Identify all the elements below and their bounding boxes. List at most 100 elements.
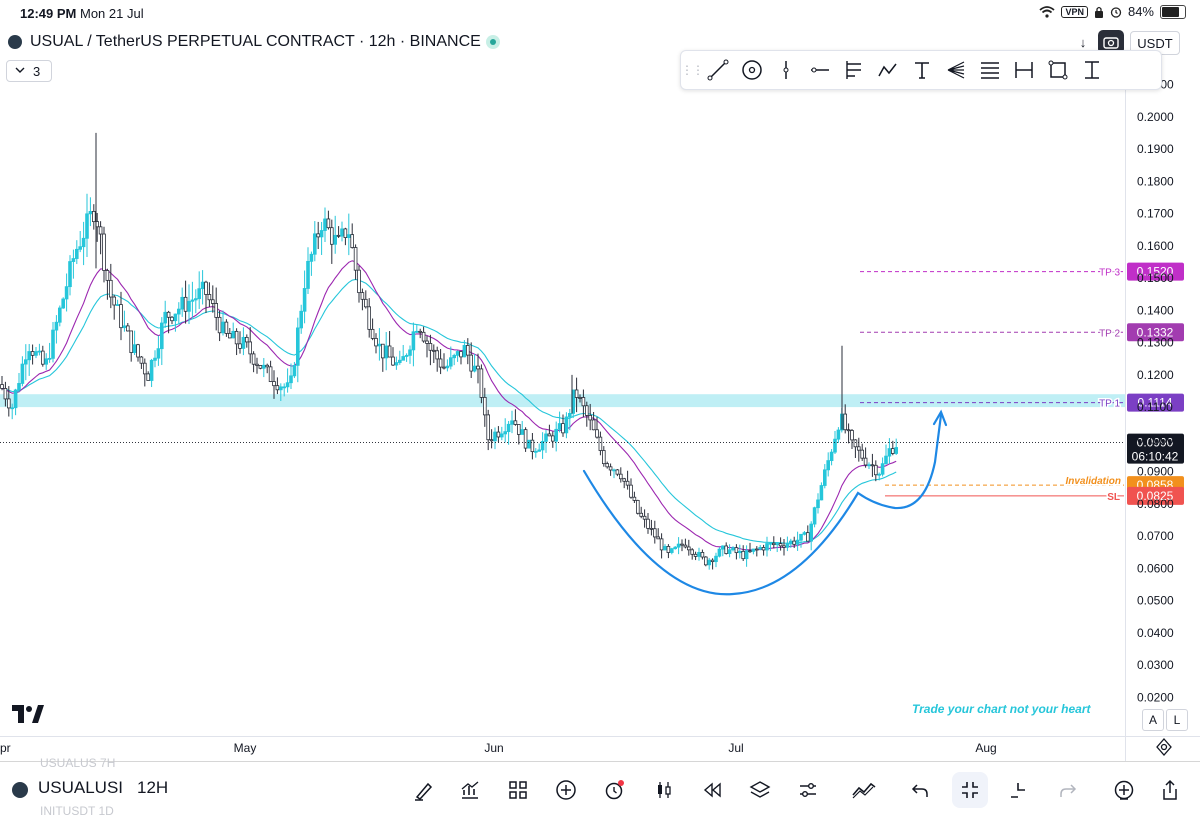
symbol-title[interactable]: USUAL / TetherUS PERPETUAL CONTRACT · 12… (30, 33, 481, 50)
candle-body (829, 451, 834, 461)
camera-icon (1103, 37, 1119, 49)
candle-body (204, 281, 208, 295)
pitchfork-icon[interactable] (837, 53, 871, 87)
candle-body (170, 316, 174, 322)
level-price-tag (1127, 262, 1184, 281)
candle-body (3, 388, 8, 400)
status-bar: 12:49 PM Mon 21 Jul VPN 84% (0, 0, 1200, 26)
candle-body (129, 330, 134, 353)
candle-body (411, 331, 416, 351)
chart-note: Trade your chart not your heart (912, 702, 1091, 716)
candle-body (329, 227, 334, 245)
candle-body (557, 423, 562, 430)
candle-body (775, 543, 779, 546)
price-tick-label: 0.1500 (1137, 271, 1174, 285)
candle-body (146, 373, 151, 381)
indicators-icon[interactable] (456, 776, 484, 804)
rectangle-icon[interactable] (1041, 53, 1075, 87)
text-icon[interactable] (905, 53, 939, 87)
candle-body (503, 431, 507, 435)
down-arrow-button[interactable]: ↓ (1072, 30, 1094, 54)
candle-body (353, 247, 358, 271)
candle-body (227, 333, 232, 339)
candle-body (673, 546, 677, 550)
undo-icon[interactable] (906, 776, 934, 804)
candle-body (153, 357, 157, 361)
candle-body (34, 351, 38, 356)
drag-handle-icon[interactable]: ⋮⋮ (681, 63, 704, 77)
candle-body (319, 230, 324, 238)
candle-body (731, 547, 735, 551)
candle-body (676, 543, 681, 548)
candle-body (486, 414, 490, 441)
candle-body (455, 351, 460, 356)
compare-add-icon[interactable] (552, 776, 580, 804)
candle-body (887, 448, 892, 457)
brush-icon[interactable] (410, 776, 438, 804)
cup-curve-drawing[interactable] (582, 413, 943, 596)
fib-fan-icon[interactable] (939, 53, 973, 87)
market-open-indicator (486, 35, 500, 49)
candle-body (517, 424, 521, 435)
candle-body (520, 429, 524, 435)
candle-body (261, 364, 266, 369)
price-tick-label: 0.1300 (1137, 336, 1174, 350)
candle-body (88, 211, 93, 215)
watchlist-add-icon[interactable] (1110, 776, 1138, 804)
candle-body (765, 543, 769, 551)
price-range-icon[interactable] (1075, 53, 1109, 87)
candle-body (44, 358, 48, 365)
date-range-icon[interactable] (1007, 53, 1041, 87)
settings-icon[interactable] (1155, 738, 1173, 761)
layout-count-button[interactable]: 3 (6, 60, 52, 82)
alert-icon[interactable] (600, 776, 628, 804)
redo-icon[interactable] (1054, 776, 1082, 804)
candle-body (27, 351, 31, 361)
candle-body (78, 246, 83, 250)
horizontal-ray-icon[interactable] (803, 53, 837, 87)
path-icon[interactable] (871, 53, 905, 87)
symbol-search-icon[interactable] (10, 780, 30, 800)
auto-scale-button[interactable]: A (1142, 709, 1164, 731)
fullscreen-exit-icon[interactable] (952, 772, 988, 808)
candle-body (459, 351, 463, 358)
candle-body (778, 543, 783, 547)
candle-body (646, 518, 650, 529)
candle-body (619, 473, 623, 480)
vertical-line-icon[interactable] (769, 53, 803, 87)
candle-body (367, 306, 371, 330)
fib-levels-icon[interactable] (973, 53, 1007, 87)
candle-body (425, 340, 429, 344)
candle-body (547, 433, 552, 437)
candle-body (258, 365, 263, 369)
layers-icon[interactable] (746, 776, 774, 804)
candle-body (816, 499, 820, 509)
countdown-value: 06:10:42 (1132, 450, 1179, 464)
replay-icon[interactable] (698, 776, 726, 804)
status-date: Mon 21 Jul (80, 6, 144, 21)
settings-sliders-icon[interactable] (794, 776, 822, 804)
trend-line-icon[interactable] (701, 53, 735, 87)
bottom-symbol[interactable]: USUALUSI (38, 778, 124, 797)
price-tick-label: 0.0200 (1137, 690, 1174, 704)
ema-fast-line (1, 260, 897, 551)
candle-body (513, 420, 518, 425)
level-label: SL (1107, 492, 1120, 503)
templates-icon[interactable] (504, 776, 532, 804)
candle-body (333, 234, 337, 245)
crosshair-icon[interactable] (1004, 776, 1032, 804)
share-icon[interactable] (1156, 776, 1184, 804)
candle-body (7, 398, 11, 409)
bottom-interval[interactable]: 12H (137, 778, 169, 797)
candle-body (431, 349, 436, 352)
circle-icon[interactable] (735, 53, 769, 87)
trade-icon[interactable] (850, 776, 878, 804)
log-scale-button[interactable]: L (1166, 709, 1188, 731)
chart-type-icon[interactable] (650, 776, 678, 804)
candle-body (693, 553, 698, 557)
candle-body (877, 473, 881, 476)
candle-body (51, 329, 55, 359)
candle-body (340, 228, 344, 237)
candle-body (0, 384, 4, 389)
